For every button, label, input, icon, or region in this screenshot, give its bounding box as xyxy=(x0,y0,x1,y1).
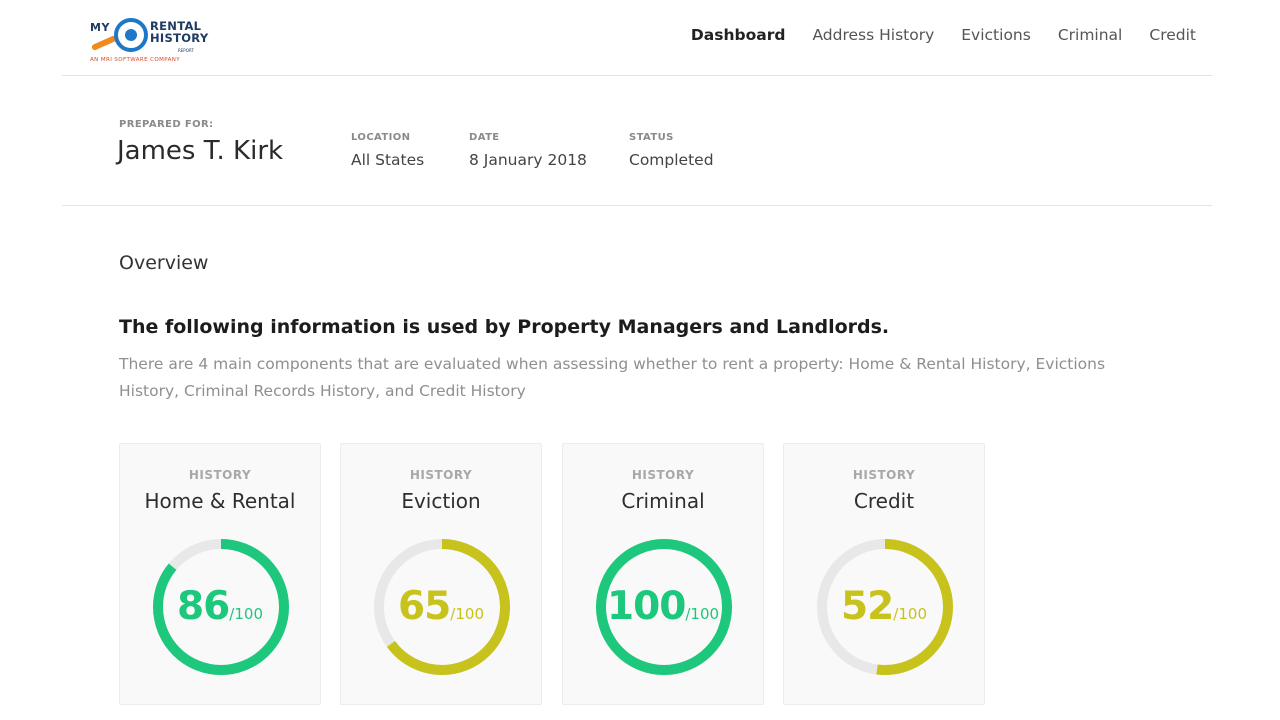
report-info-bar: PREPARED FOR: James T. Kirk LOCATION All… xyxy=(62,77,1212,206)
score-ring xyxy=(817,539,953,675)
status-label: STATUS xyxy=(629,132,674,143)
logo-tagline: AN MRI SOFTWARE COMPANY xyxy=(90,57,181,63)
prepared-for-label: PREPARED FOR: xyxy=(119,119,214,130)
card-eviction[interactable]: HISTORY Eviction 65/100 xyxy=(340,443,542,705)
nav-dashboard[interactable]: Dashboard xyxy=(690,26,786,44)
score-value: 86 xyxy=(177,584,230,629)
score-max: /100 xyxy=(229,605,263,623)
card-credit[interactable]: HISTORY Credit 52/100 xyxy=(783,443,985,705)
overview-title: Overview xyxy=(119,252,209,274)
top-header: MY RENTAL HISTORY REPORT AN MRI SOFTWARE… xyxy=(62,0,1212,76)
card-title: Credit xyxy=(853,489,915,513)
card-title: Criminal xyxy=(621,489,705,513)
location-label: LOCATION xyxy=(351,132,411,143)
score-value: 52 xyxy=(841,584,894,629)
score-ring xyxy=(374,539,510,675)
nav-credit[interactable]: Credit xyxy=(1149,26,1196,44)
location-value: All States xyxy=(351,151,425,169)
main-nav: Dashboard Address History Evictions Crim… xyxy=(691,26,1196,44)
score-ring xyxy=(153,539,289,675)
score-max: /100 xyxy=(685,605,720,623)
score-readout: 52/100 xyxy=(784,584,984,629)
date-label: DATE xyxy=(469,132,500,143)
status-value: Completed xyxy=(629,151,714,169)
logo-word-rental-history: RENTAL HISTORY xyxy=(150,19,209,45)
nav-evictions[interactable]: Evictions xyxy=(961,26,1031,44)
score-readout: 100/100 xyxy=(563,584,763,629)
ring-progress xyxy=(153,539,289,675)
card-caption: HISTORY xyxy=(852,468,916,482)
score-readout: 86/100 xyxy=(120,584,320,629)
nav-address-history[interactable]: Address History xyxy=(812,26,935,44)
card-home-rental[interactable]: HISTORY Home & Rental 86/100 xyxy=(119,443,321,705)
score-value: 65 xyxy=(398,584,451,629)
score-ring xyxy=(596,539,732,675)
magnifier-house-icon xyxy=(114,18,148,52)
score-max: /100 xyxy=(893,605,927,623)
card-caption: HISTORY xyxy=(631,468,695,482)
ring-progress xyxy=(817,539,953,675)
overview-lead: The following information is used by Pro… xyxy=(119,316,890,338)
score-value: 100 xyxy=(606,584,686,629)
nav-criminal[interactable]: Criminal xyxy=(1057,26,1123,44)
magnifier-handle xyxy=(90,34,118,52)
overview-description: There are 4 main components that are eva… xyxy=(119,355,1106,400)
date-value: 8 January 2018 xyxy=(469,151,587,169)
ring-progress xyxy=(596,539,732,675)
ring-progress xyxy=(374,539,510,675)
logo-word-my: MY xyxy=(90,21,110,34)
card-title: Eviction xyxy=(401,489,481,513)
card-title: Home & Rental xyxy=(144,489,296,513)
score-max: /100 xyxy=(450,605,484,623)
card-caption: HISTORY xyxy=(409,468,473,482)
prepared-for-name: James T. Kirk xyxy=(117,136,284,166)
card-criminal[interactable]: HISTORY Criminal 100/100 xyxy=(562,443,764,705)
brand-logo[interactable]: MY RENTAL HISTORY REPORT AN MRI SOFTWARE… xyxy=(90,17,220,67)
score-readout: 65/100 xyxy=(341,584,541,629)
card-caption: HISTORY xyxy=(188,468,252,482)
logo-word-report: REPORT xyxy=(178,48,194,53)
